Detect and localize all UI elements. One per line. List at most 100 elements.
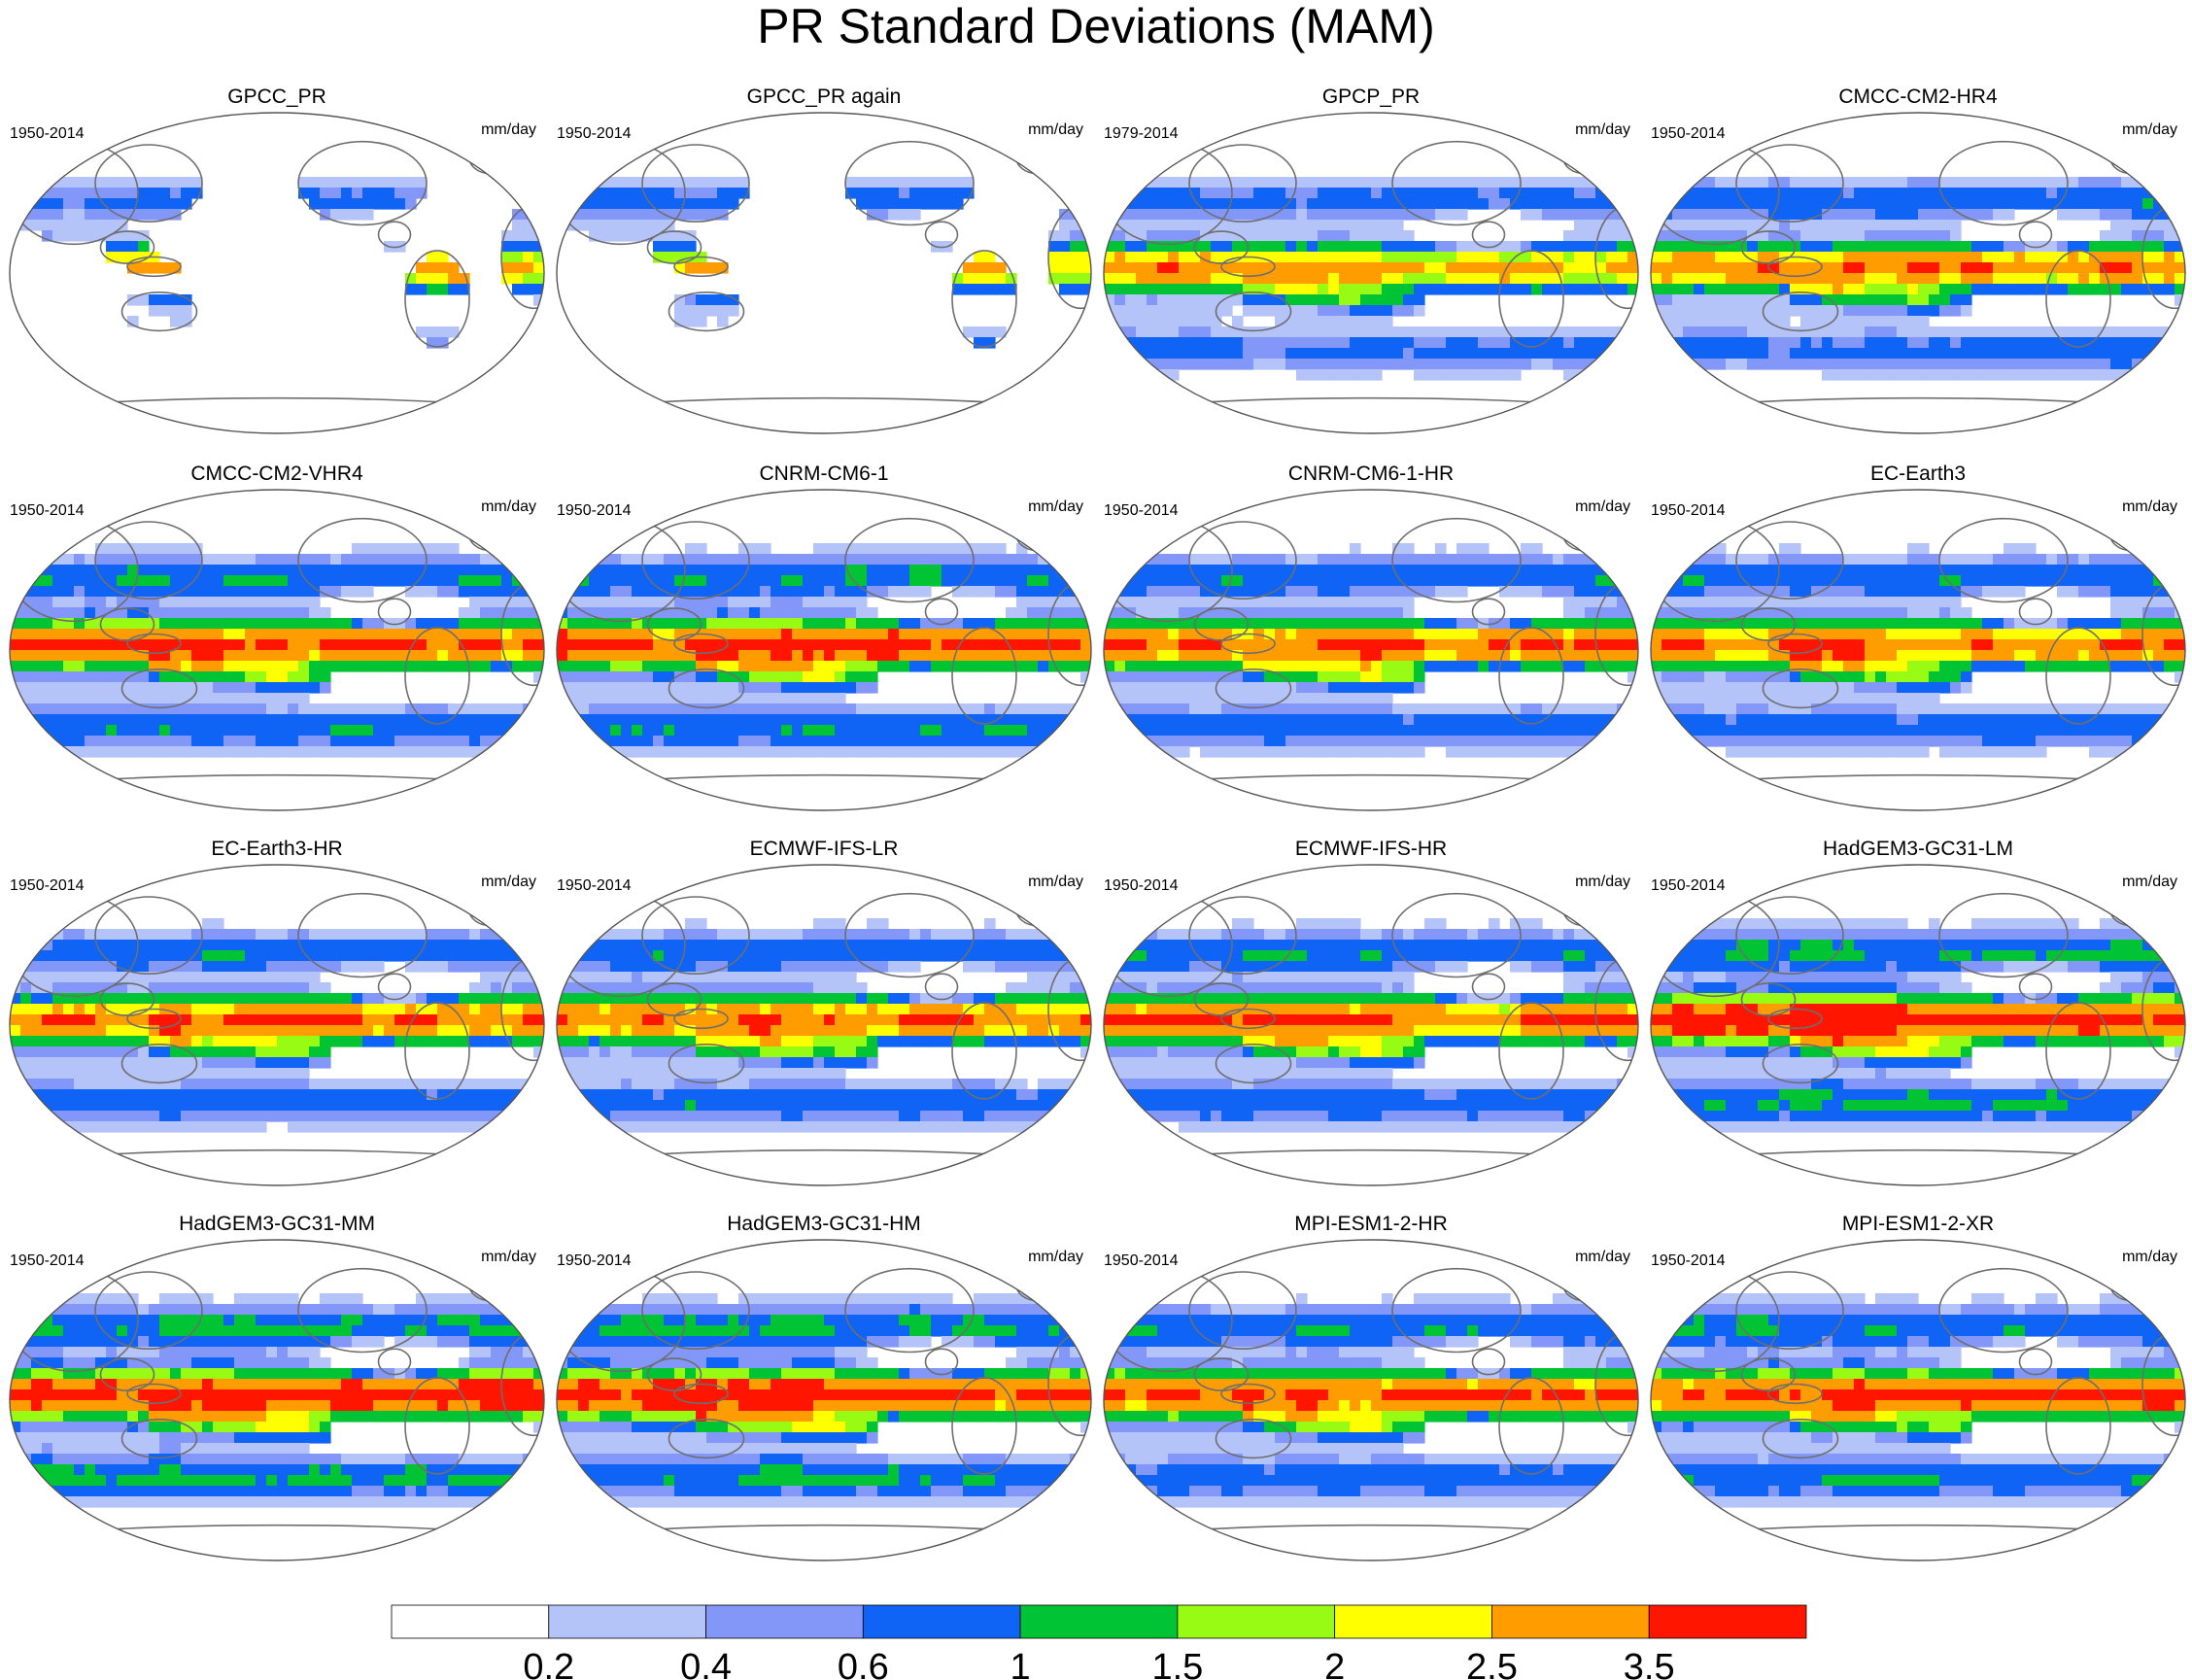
map-border (1650, 112, 2186, 434)
colorbar-label: 2.5 (1466, 1647, 1518, 1680)
colorbar-label: 0.2 (523, 1647, 574, 1680)
panel-units: mm/day (481, 874, 536, 890)
panel-units: mm/day (1028, 121, 1083, 138)
panel-title: MPI-ESM1-2-HR (1294, 1213, 1448, 1235)
panel-units: mm/day (1028, 874, 1083, 890)
panel-title: CMCC-CM2-VHR4 (190, 463, 363, 485)
panel-units: mm/day (1028, 1249, 1083, 1265)
panel-title: EC-Earth3 (1870, 463, 1966, 485)
precip-field (557, 490, 1091, 810)
panel-units: mm/day (2122, 1249, 2177, 1265)
map-panel: CNRM-CM6-1-HR 1950-2014 mm/day (1103, 463, 1639, 811)
colorbar-label: 0.6 (838, 1647, 889, 1680)
map-border (1103, 1239, 1639, 1561)
panel-period: 1950-2014 (10, 1252, 85, 1269)
map-panel: ECMWF-IFS-HR 1950-2014 mm/day (1103, 838, 1639, 1186)
colorbar-label: 2 (1324, 1647, 1345, 1680)
figure-title: PR Standard Deviations (MAM) (757, 0, 1434, 53)
panel-grid: GPCC_PR 1950-2014 mm/day GPCC_PR again 1950-… (9, 86, 2186, 1561)
panel-title: CNRM-CM6-1 (760, 463, 889, 485)
map-panel: ECMWF-IFS-LR 1950-2014 mm/day (556, 838, 1092, 1186)
map-panel: HadGEM3-GC31-MM 1950-2014 mm/day (9, 1213, 545, 1561)
map-panel: GPCP_PR 1979-2014 mm/day (1103, 86, 1639, 434)
map-panel: CMCC-CM2-VHR4 1950-2014 mm/day (9, 463, 545, 811)
panel-title: GPCC_PR again (747, 86, 902, 108)
panel-period: 1979-2014 (1104, 125, 1179, 142)
panel-units: mm/day (1575, 874, 1630, 890)
map-border (556, 489, 1092, 811)
panel-units: mm/day (1575, 1249, 1630, 1265)
colorbar-label: 1.5 (1151, 1647, 1203, 1680)
precip-field (1651, 490, 2185, 810)
panel-period: 1950-2014 (1104, 877, 1179, 894)
panel-period: 1950-2014 (557, 502, 632, 519)
panel-units: mm/day (481, 121, 536, 138)
map-border (1103, 112, 1639, 434)
colorbar-swatch (705, 1604, 864, 1639)
map-panel: MPI-ESM1-2-XR 1950-2014 mm/day (1650, 1213, 2186, 1561)
precip-field (1651, 865, 2185, 1185)
map-panel: HadGEM3-GC31-LM 1950-2014 mm/day (1650, 838, 2186, 1186)
map-panel: CNRM-CM6-1 1950-2014 mm/day (556, 463, 1092, 811)
precip-field (10, 865, 544, 1185)
map-panel: EC-Earth3 1950-2014 mm/day (1650, 463, 2186, 811)
precip-field (10, 490, 544, 810)
precip-field (1104, 865, 1638, 1185)
panel-units: mm/day (2122, 121, 2177, 138)
colorbar-label: 0.4 (680, 1647, 732, 1680)
panel-title: CNRM-CM6-1-HR (1288, 463, 1454, 485)
panel-title: HadGEM3-GC31-LM (1823, 838, 2013, 860)
map-border (1103, 864, 1639, 1186)
colorbar-swatch (391, 1604, 550, 1639)
panel-title: HadGEM3-GC31-MM (179, 1213, 375, 1235)
map-border (9, 112, 545, 434)
colorbar-label: 1 (1010, 1647, 1031, 1680)
colorbar-swatch (1648, 1604, 1807, 1639)
colorbar-swatch (862, 1604, 1021, 1639)
panel-title: MPI-ESM1-2-XR (1842, 1213, 1994, 1235)
panel-period: 1950-2014 (10, 877, 85, 894)
colorbar-swatch (1177, 1604, 1336, 1639)
map-border (1650, 489, 2186, 811)
panel-period: 1950-2014 (557, 125, 632, 142)
panel-units: mm/day (481, 498, 536, 515)
map-border (556, 1239, 1092, 1561)
map-border (9, 489, 545, 811)
map-border (556, 112, 1092, 434)
panel-units: mm/day (1028, 498, 1083, 515)
map-border (1650, 1239, 2186, 1561)
panel-units: mm/day (481, 1249, 536, 1265)
panel-title: GPCC_PR (227, 86, 326, 108)
map-border (9, 1239, 545, 1561)
map-border (9, 864, 545, 1186)
panel-period: 1950-2014 (557, 1252, 632, 1269)
panel-units: mm/day (2122, 874, 2177, 890)
panel-title: ECMWF-IFS-LR (750, 838, 899, 860)
precip-field (557, 1240, 1091, 1560)
panel-units: mm/day (1575, 121, 1630, 138)
panel-period: 1950-2014 (10, 502, 85, 519)
colorbar-swatch (1491, 1604, 1650, 1639)
panel-period: 1950-2014 (1651, 125, 1726, 142)
colorbar: 0.2 0.4 0.6 1 1.5 2 2.5 3.5 (391, 1604, 1807, 1680)
map-panel: GPCC_PR again 1950-2014 mm/day (556, 86, 1092, 434)
precip-field (1651, 113, 2185, 433)
panel-title: ECMWF-IFS-HR (1295, 838, 1447, 860)
map-border (1650, 864, 2186, 1186)
panel-period: 1950-2014 (1104, 502, 1179, 519)
map-panel: HadGEM3-GC31-HM 1950-2014 mm/day (556, 1213, 1092, 1561)
panel-units: mm/day (1575, 498, 1630, 515)
map-border (556, 864, 1092, 1186)
colorbar-swatch (1334, 1604, 1492, 1639)
panel-title: HadGEM3-GC31-HM (727, 1213, 921, 1235)
map-panel: CMCC-CM2-HR4 1950-2014 mm/day (1650, 86, 2186, 434)
map-panel: EC-Earth3-HR 1950-2014 mm/day (9, 838, 545, 1186)
colorbar-label: 3.5 (1624, 1647, 1675, 1680)
colorbar-swatch (548, 1604, 706, 1639)
panel-title: GPCP_PR (1322, 86, 1420, 108)
panel-period: 1950-2014 (10, 125, 85, 142)
panel-units: mm/day (2122, 498, 2177, 515)
panel-title: CMCC-CM2-HR4 (1838, 86, 1998, 108)
precip-field (10, 113, 544, 433)
